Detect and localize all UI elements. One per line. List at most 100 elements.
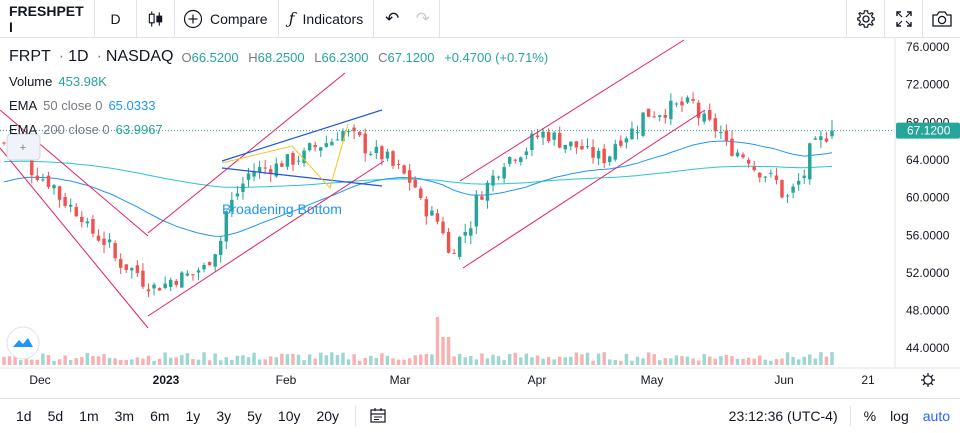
volume-bar — [135, 357, 140, 365]
volume-bar — [35, 359, 40, 365]
time-axis[interactable]: Dec 2023 Feb Mar Apr May Jun 21 — [0, 367, 960, 387]
interval-button[interactable]: D — [95, 0, 137, 38]
drawings: Broadening Bottom — [0, 39, 706, 329]
volume-bar — [207, 360, 212, 365]
volume-bar — [324, 355, 329, 365]
chart-area[interactable]: Broadening Bottom 76.0000 72.0000 68.0000 6… — [0, 38, 960, 398]
candle-body — [808, 143, 812, 180]
candle-body — [780, 180, 784, 198]
last-price-tag: 67.1200 — [896, 122, 960, 139]
candle-body — [141, 270, 145, 287]
price-tick-label: 48.0000 — [906, 304, 950, 318]
price-chart[interactable]: Broadening Bottom 76.000072.000068.00006… — [0, 38, 960, 398]
volume-bar — [307, 354, 312, 365]
candle-body — [174, 280, 178, 285]
candle-body — [30, 159, 34, 176]
volume-bar — [530, 357, 534, 365]
volume-bar — [691, 358, 695, 365]
volume-bar — [274, 357, 279, 365]
range-5y[interactable]: 5y — [247, 408, 262, 424]
settings-button[interactable] — [846, 0, 884, 38]
candle-body — [407, 170, 412, 183]
volume-bar — [252, 352, 256, 365]
range-3m[interactable]: 3m — [114, 408, 135, 424]
candle-body — [430, 210, 434, 216]
volume-bar — [63, 355, 67, 365]
axis-settings-button[interactable] — [921, 373, 935, 387]
range-3y[interactable]: 3y — [216, 408, 232, 424]
volume-bar — [213, 353, 217, 365]
candle-body — [224, 211, 229, 242]
volume-bar — [569, 356, 573, 365]
range-5d[interactable]: 5d — [47, 408, 64, 424]
volume-bar — [430, 354, 434, 365]
candle-body — [296, 160, 301, 162]
candle-body — [802, 175, 806, 178]
gear-icon — [856, 9, 875, 28]
candle-body — [663, 114, 668, 118]
range-10y[interactable]: 10y — [277, 408, 301, 424]
auto-scale-toggle[interactable]: auto — [922, 408, 950, 424]
chart-style-button[interactable] — [137, 0, 175, 38]
candle-body — [369, 153, 373, 155]
candle-body — [485, 182, 490, 201]
symbol-search-button[interactable]: FRESHPET I — [0, 0, 95, 38]
volume-bar — [118, 359, 123, 365]
candle-body — [168, 279, 173, 287]
volume-bar — [319, 352, 323, 365]
volume-bar — [374, 357, 379, 365]
volume-bar — [769, 360, 773, 365]
go-to-date-button[interactable] — [362, 406, 394, 427]
candle-body — [291, 153, 295, 165]
volume-bar — [641, 358, 645, 365]
range-1m[interactable]: 1m — [79, 408, 99, 424]
candle-body — [313, 145, 317, 148]
log-scale-toggle[interactable]: log — [890, 408, 909, 424]
candle-body — [441, 221, 445, 234]
top-toolbar: FRESHPET I D Compare ƒ Indicators ↶ ↷ — [0, 0, 960, 38]
range-1y[interactable]: 1y — [185, 408, 201, 424]
fullscreen-icon — [895, 10, 912, 27]
candle-body — [41, 179, 45, 181]
volume-bar — [474, 359, 479, 365]
plus-circle-icon — [183, 9, 203, 28]
candle-body — [130, 268, 134, 271]
tradingview-logo[interactable] — [6, 326, 40, 360]
range-1d[interactable]: 1d — [16, 408, 32, 424]
range-20y[interactable]: 20y — [316, 408, 340, 424]
candle-body — [324, 143, 329, 147]
candle-body — [246, 173, 251, 180]
snapshot-button[interactable] — [922, 0, 960, 38]
volume-bar — [152, 360, 156, 365]
percent-scale-toggle[interactable]: % — [863, 408, 877, 424]
volume-bar — [341, 352, 345, 365]
range-6m[interactable]: 6m — [150, 408, 170, 424]
candle-body — [269, 169, 273, 174]
ema50-line — [3, 140, 833, 237]
candle-body — [596, 150, 601, 159]
volume-bar — [635, 356, 640, 365]
candle-body — [819, 136, 823, 141]
undo-button[interactable]: ↶ — [378, 0, 406, 38]
compare-button[interactable]: Compare — [175, 0, 279, 38]
indicators-button[interactable]: ƒ Indicators — [279, 0, 375, 38]
volume-bar — [480, 353, 484, 365]
time-tick-label: Dec — [29, 373, 50, 387]
volume-bar — [369, 355, 373, 365]
candle-body — [102, 238, 106, 245]
volume-bar — [680, 356, 684, 365]
candle-body — [191, 274, 195, 276]
volume-bar — [18, 360, 23, 365]
time-tick-label: Feb — [276, 373, 297, 387]
volume-bar — [74, 358, 78, 365]
candle-body — [635, 132, 640, 134]
volume-bar — [758, 355, 762, 365]
volume-bar — [174, 357, 178, 365]
volume-bar — [446, 337, 451, 365]
redo-button[interactable]: ↷ — [406, 0, 441, 38]
fullscreen-button[interactable] — [884, 0, 922, 38]
volume-bar — [391, 358, 395, 365]
candle-body — [574, 141, 579, 148]
candle-body — [319, 147, 323, 151]
price-axis[interactable]: 76.000072.000068.000064.000060.000056.00… — [894, 38, 950, 368]
